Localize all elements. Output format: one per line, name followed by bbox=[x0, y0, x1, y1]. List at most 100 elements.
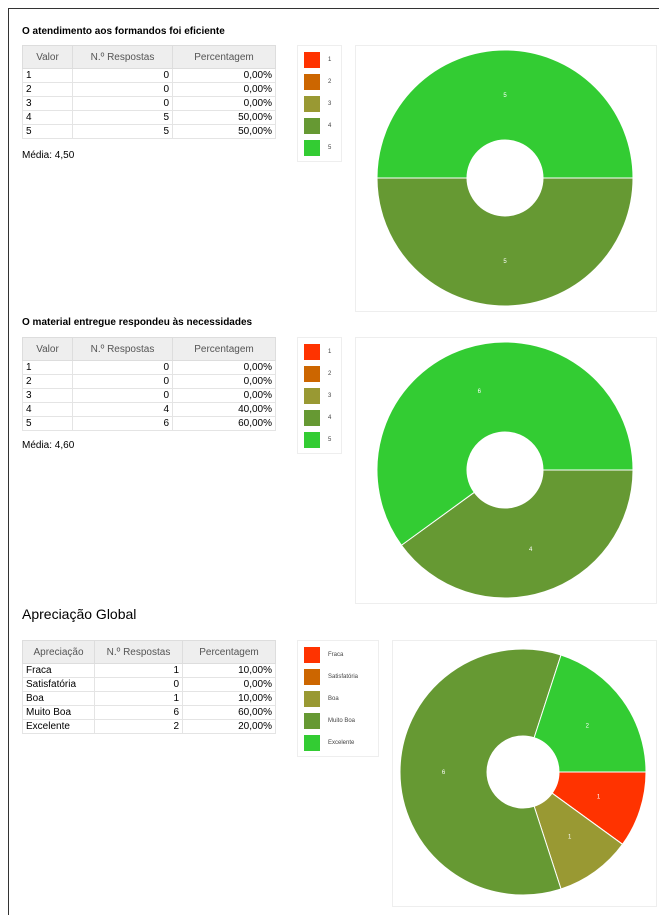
column-header: N.º Respostas bbox=[94, 640, 183, 664]
table-cell: 2 bbox=[22, 374, 73, 389]
table-cell: 0,00% bbox=[172, 96, 276, 111]
table-cell: 0 bbox=[72, 96, 173, 111]
legend: 1 2 3 4 5 bbox=[297, 45, 342, 162]
section-title: O atendimento aos formandos foi eficient… bbox=[22, 26, 225, 37]
chart-box bbox=[392, 640, 657, 907]
data-table: Valor N.º Respostas Percentagem 1 0 0,00% 2 0 0,… bbox=[22, 337, 276, 431]
table-cell: 4 bbox=[72, 402, 173, 417]
column-header: N.º Respostas bbox=[72, 337, 173, 361]
table-cell: 10,00% bbox=[182, 691, 276, 706]
pie-slice bbox=[399, 648, 562, 896]
table-row: Satisfatória 0 0,00% bbox=[22, 677, 276, 692]
table-row: 4 5 50,00% bbox=[22, 110, 276, 125]
table-cell: 0 bbox=[72, 360, 173, 375]
column-header: Valor bbox=[22, 45, 73, 69]
legend-label: 2 bbox=[328, 371, 332, 377]
legend-swatch bbox=[304, 140, 320, 156]
chart-box bbox=[355, 337, 657, 604]
table-cell: 1 bbox=[94, 663, 183, 678]
table-cell: 0 bbox=[72, 82, 173, 97]
table-cell: 5 bbox=[72, 124, 173, 139]
table-cell: Satisfatória bbox=[22, 677, 95, 692]
table-cell: 0,00% bbox=[172, 360, 276, 375]
legend-swatch bbox=[304, 410, 320, 426]
legend-label: Fraca bbox=[328, 652, 344, 658]
legend: Fraca Satisfatória Boa Muito Boa Excelente bbox=[297, 640, 379, 757]
legend-label: Boa bbox=[328, 696, 339, 702]
column-header: Apreciação bbox=[22, 640, 95, 664]
table-cell: 4 bbox=[22, 110, 73, 125]
header-row: Valor N.º Respostas Percentagem bbox=[22, 45, 276, 69]
mean: Média: 4,50 bbox=[22, 150, 75, 161]
table-cell: 0,00% bbox=[172, 68, 276, 83]
slice-label: 6 bbox=[442, 770, 446, 776]
table-cell: Muito Boa bbox=[22, 705, 95, 720]
legend-label: 1 bbox=[328, 349, 332, 355]
mean: Média: 4,60 bbox=[22, 440, 75, 451]
pie-slice bbox=[376, 49, 634, 179]
table-cell: 0 bbox=[72, 68, 173, 83]
table-cell: 1 bbox=[22, 360, 73, 375]
table-cell: Fraca bbox=[22, 663, 95, 678]
slice-label: 5 bbox=[503, 93, 507, 99]
table-cell: 50,00% bbox=[172, 110, 276, 125]
table-cell: Excelente bbox=[22, 719, 95, 734]
legend-label: 3 bbox=[328, 101, 332, 107]
table-cell: 0,00% bbox=[172, 388, 276, 403]
table-row: 3 0 0,00% bbox=[22, 96, 276, 111]
table-cell: 2 bbox=[22, 82, 73, 97]
legend-label: 4 bbox=[328, 415, 332, 421]
table-cell: 50,00% bbox=[172, 124, 276, 139]
legend-label: Excelente bbox=[328, 740, 355, 746]
legend-label: Satisfatória bbox=[328, 674, 359, 680]
table-cell: 3 bbox=[22, 388, 73, 403]
table-row: Fraca 1 10,00% bbox=[22, 663, 276, 678]
legend-swatch bbox=[304, 713, 320, 729]
table-cell: 5 bbox=[22, 124, 73, 139]
table-cell: 0,00% bbox=[172, 374, 276, 389]
table-cell: 6 bbox=[94, 705, 183, 720]
table-cell: 60,00% bbox=[182, 705, 276, 720]
table-row: 2 0 0,00% bbox=[22, 82, 276, 97]
legend-swatch bbox=[304, 74, 320, 90]
legend-label: 5 bbox=[328, 145, 332, 151]
legend-swatch bbox=[304, 691, 320, 707]
legend-label: 5 bbox=[328, 437, 332, 443]
legend-label: 1 bbox=[328, 57, 332, 63]
table-cell: 0,00% bbox=[182, 677, 276, 692]
table-cell: 5 bbox=[72, 110, 173, 125]
legend-swatch bbox=[304, 647, 320, 663]
legend-label: Muito Boa bbox=[328, 718, 356, 724]
table-cell: 3 bbox=[22, 96, 73, 111]
table-cell: 0 bbox=[72, 388, 173, 403]
pie-slice bbox=[533, 654, 647, 773]
table-row: 3 0 0,00% bbox=[22, 388, 276, 403]
section-title: Apreciação Global bbox=[22, 606, 137, 622]
section-title: O material entregue respondeu às necessi… bbox=[22, 317, 253, 328]
pie-slice bbox=[400, 469, 634, 599]
slice-label: 5 bbox=[503, 259, 507, 265]
legend-label: 3 bbox=[328, 393, 332, 399]
table-cell: 2 bbox=[94, 719, 183, 734]
table-row: 5 5 50,00% bbox=[22, 124, 276, 139]
legend-swatch bbox=[304, 96, 320, 112]
legend-swatch bbox=[304, 366, 320, 382]
table-row: Muito Boa 6 60,00% bbox=[22, 705, 276, 720]
table-cell: 40,00% bbox=[172, 402, 276, 417]
table-cell: 6 bbox=[72, 416, 173, 431]
table-row: 5 6 60,00% bbox=[22, 416, 276, 431]
slice-label: 6 bbox=[478, 389, 482, 395]
legend-swatch bbox=[304, 735, 320, 751]
slice-label: 4 bbox=[529, 547, 533, 553]
table-row: Excelente 2 20,00% bbox=[22, 719, 276, 734]
slice-label: 1 bbox=[597, 795, 601, 801]
table-row: 1 0 0,00% bbox=[22, 360, 276, 375]
column-header: Valor bbox=[22, 337, 73, 361]
pie-slice bbox=[376, 177, 634, 307]
header-row: Valor N.º Respostas Percentagem bbox=[22, 337, 276, 361]
legend-swatch bbox=[304, 344, 320, 360]
table-row: 4 4 40,00% bbox=[22, 402, 276, 417]
legend-swatch bbox=[304, 52, 320, 68]
